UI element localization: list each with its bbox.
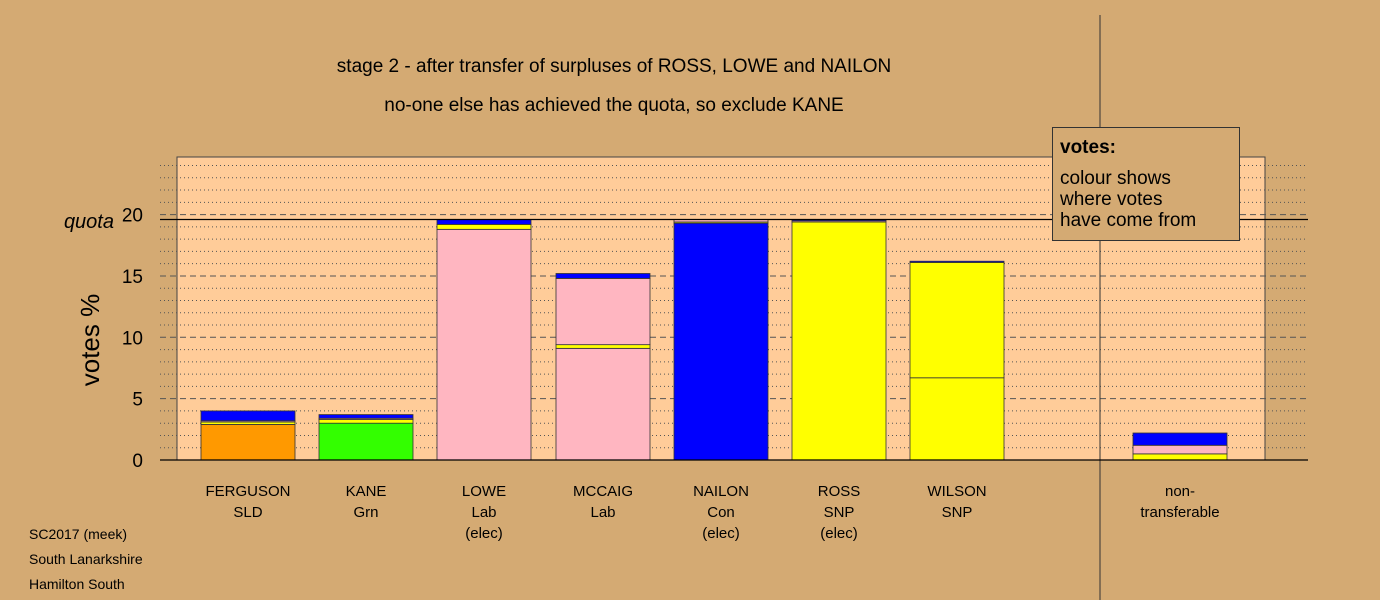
candidate-label: Lab: [471, 504, 496, 521]
bar-lowe: [436, 219, 532, 461]
legend-line-1: colour shows: [1060, 168, 1171, 189]
bar-segment: [555, 278, 651, 346]
legend-line-3: have come from: [1060, 210, 1197, 231]
candidate-label: SNP: [942, 504, 973, 521]
bar-segment: [673, 222, 769, 461]
candidate-label: SLD: [233, 504, 262, 521]
candidate-label: WILSON: [927, 483, 986, 500]
bar-segment: [909, 377, 1005, 461]
y-tick-label: 15: [122, 267, 143, 288]
bar-ross: [791, 219, 887, 461]
footer-council: South Lanarkshire: [29, 551, 143, 567]
candidate-label: (elec): [465, 525, 503, 542]
y-axis: 0 5 10 15 20: [122, 206, 143, 472]
candidate-label: transferable: [1140, 504, 1219, 521]
y-tick-label: 10: [122, 328, 143, 349]
bar-segment: [200, 410, 296, 422]
legend-line-2: where votes: [1060, 189, 1163, 210]
bar-segment: [436, 219, 532, 225]
chart-title-line-2: no-one else has achieved the quota, so e…: [384, 95, 843, 116]
bar-segment: [555, 273, 651, 279]
candidate-label: SNP: [824, 504, 855, 521]
y-tick-label: 20: [122, 206, 143, 227]
bar-nailon: [673, 219, 769, 461]
bar-segment: [318, 419, 414, 424]
quota-label: quota: [64, 211, 114, 233]
bar-segment: [1132, 453, 1228, 461]
legend-title: votes:: [1060, 137, 1116, 158]
bar-segment: [909, 262, 1005, 379]
bar-segment: [436, 228, 532, 461]
candidate-label: LOWE: [462, 483, 506, 500]
footer-election: SC2017 (meek): [29, 526, 128, 542]
bar-mccaig: [555, 273, 651, 461]
candidate-label: NAILON: [693, 483, 749, 500]
bar-segment: [318, 414, 414, 419]
footer-ward: Hamilton South: [29, 576, 125, 592]
bar-ferguson: [200, 410, 296, 461]
bar-non: [1132, 432, 1228, 461]
bar-segment: [318, 422, 414, 461]
bar-segment: [555, 347, 651, 461]
candidate-label: KANE: [346, 483, 387, 500]
candidate-label: FERGUSON: [205, 483, 290, 500]
candidate-label: MCCAIG: [573, 483, 633, 500]
legend: votes: colour shows where votes have com…: [1052, 127, 1240, 241]
y-tick-label: 0: [132, 451, 143, 472]
candidate-label: non-: [1165, 483, 1195, 500]
bar-segment: [909, 260, 1005, 263]
candidate-labels: FERGUSON SLD KANE Grn LOWE Lab (elec) MCCAIG Lab…: [205, 483, 1219, 542]
chart-title-line-1: stage 2 - after transfer of surpluses of…: [337, 56, 891, 77]
bar-segment: [555, 344, 651, 349]
bar-segment: [791, 221, 887, 461]
y-tick-label: 5: [132, 390, 143, 411]
bar-wilson: [909, 260, 1005, 461]
y-axis-label: votes %: [75, 294, 105, 387]
candidate-label: (elec): [702, 525, 740, 542]
bar-segment: [436, 224, 532, 230]
bar-segment: [200, 424, 296, 461]
candidate-label: (elec): [820, 525, 858, 542]
candidate-label: Con: [707, 504, 735, 521]
bar-segment: [1132, 432, 1228, 446]
bar-kane: [318, 414, 414, 461]
candidate-label: ROSS: [818, 483, 861, 500]
candidate-label: Lab: [590, 504, 615, 521]
bar-segment: [1132, 444, 1228, 455]
bars: [200, 219, 1228, 461]
candidate-label: Grn: [353, 504, 378, 521]
